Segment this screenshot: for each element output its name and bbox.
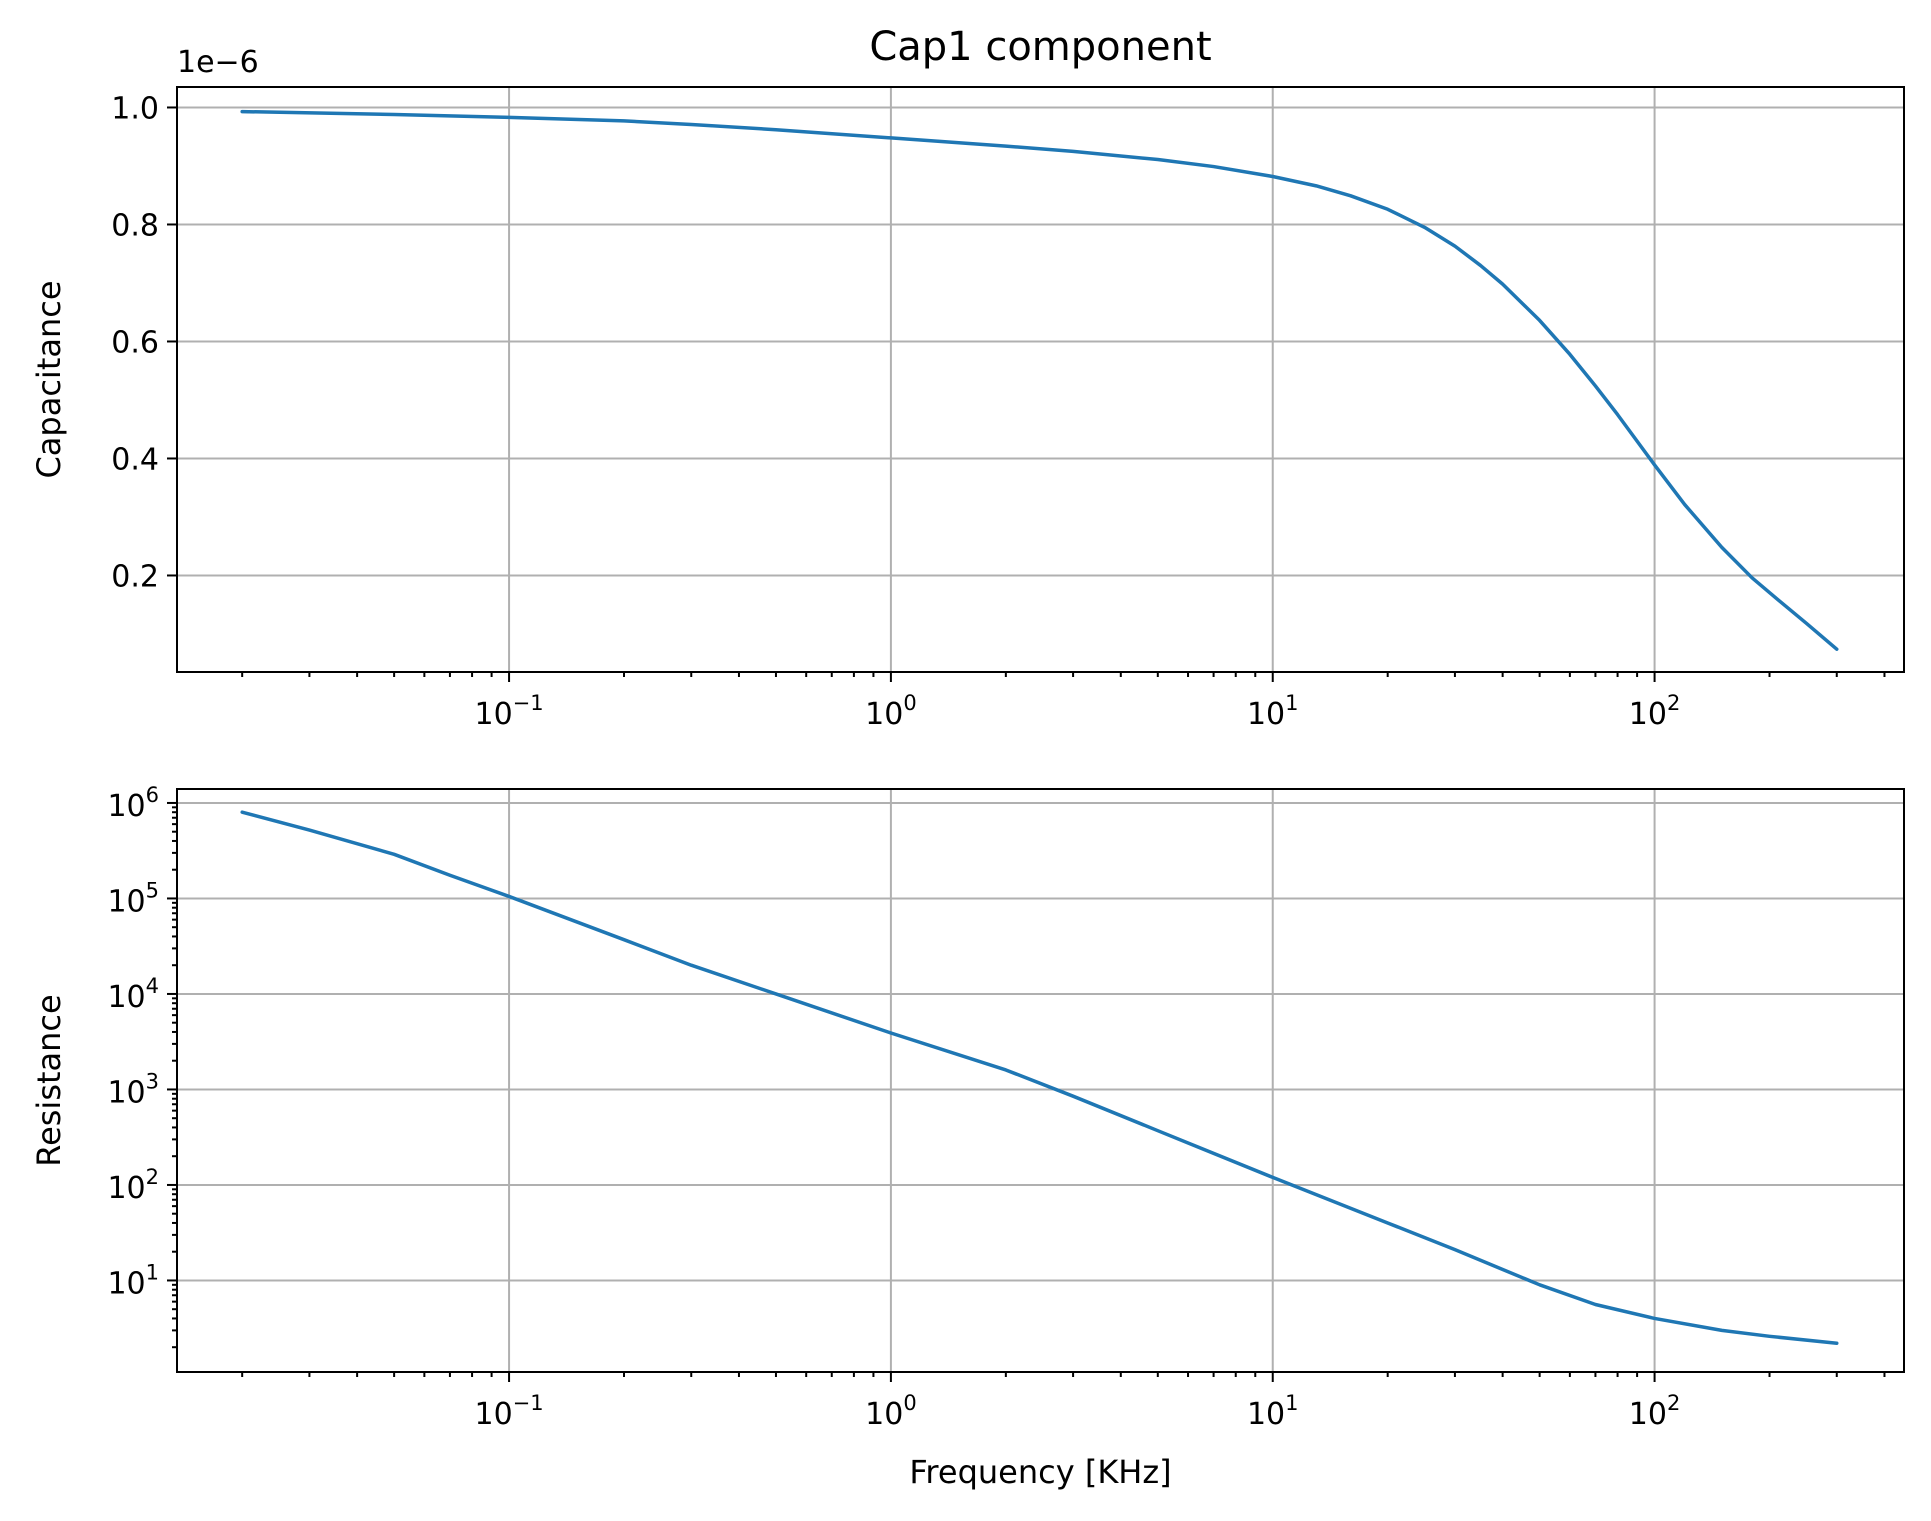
capacitance-x-tick-label: 10−1 [474,691,543,732]
resistance-y-tick-label-base: 10 [107,1171,145,1206]
resistance-y-tick-label-base: 10 [107,789,145,824]
resistance-x-tick-label-exponent: 1 [1285,1391,1298,1415]
resistance-y-tick-label-exponent: 6 [146,783,159,807]
capacitance-y-tick-label: 0.4 [111,442,159,477]
capacitance-ticks [167,106,1886,682]
capacitance-x-tick-label-exponent: 2 [1667,691,1680,715]
capacitance-y-tick-label: 0.6 [111,325,159,360]
resistance-x-tick-label: 100 [865,1391,917,1432]
resistance-y-tick-label-base: 10 [107,980,145,1015]
capacitance-y-axis-label: Capacitance [30,280,68,478]
capacitance-x-tick-label-exponent: 0 [903,691,916,715]
capacitance-y-tick-label: 0.2 [111,559,159,594]
resistance-x-tick-label-exponent: 2 [1667,1391,1680,1415]
capacitance-x-tick-label-base: 10 [474,697,512,732]
capacitance-x-tick-label-exponent: 1 [1285,691,1298,715]
resistance-y-tick-label-exponent: 5 [146,878,159,902]
resistance-axes-frame [176,788,1905,1373]
chart-title: Cap1 component [869,24,1211,70]
resistance-x-tick-label: 101 [1247,1391,1299,1432]
capacitance-grid [177,87,1904,672]
capacitance-x-tick-label-base: 10 [865,697,903,732]
resistance-y-tick-label-exponent: 1 [146,1260,159,1284]
frequency-x-axis-label: Frequency [KHz] [909,1453,1171,1491]
resistance-x-tick-label-base: 10 [1247,1397,1285,1432]
resistance-grid [177,789,1904,1372]
capacitance-y-tick-label: 0.8 [111,208,159,243]
resistance-y-axis-label: Resistance [30,994,68,1166]
capacitance-x-tick-label: 101 [1247,691,1299,732]
capacitance-series-line [240,109,1839,651]
resistance-y-tick-label: 106 [107,783,159,824]
resistance-y-tick-label: 104 [107,974,159,1015]
resistance-y-tick-label-base: 10 [107,884,145,919]
resistance-y-tick-label-exponent: 2 [146,1165,159,1189]
capacitance-offset-label: 1e−6 [177,45,259,80]
resistance-x-tick-label-exponent: 0 [903,1391,916,1415]
resistance-y-tick-label: 102 [107,1165,159,1206]
capacitance-x-tick-label-base: 10 [1247,697,1285,732]
capacitance-x-tick-label: 102 [1629,691,1681,732]
resistance-y-tick-label: 105 [107,878,159,919]
resistance-x-tick-label-base: 10 [1629,1397,1667,1432]
resistance-y-tick-label-exponent: 4 [146,974,159,998]
resistance-y-tick-label: 103 [107,1069,159,1110]
resistance-x-tick-label: 102 [1629,1391,1681,1432]
capacitance-x-tick-label-exponent: −1 [513,691,544,715]
resistance-y-tick-label: 101 [107,1260,159,1301]
capacitance-y-tick-label: 1.0 [111,91,159,126]
capacitance-x-tick-label: 100 [865,691,917,732]
resistance-x-tick-label-exponent: −1 [513,1391,544,1415]
resistance-x-tick-label: 10−1 [474,1391,543,1432]
resistance-y-tick-label-base: 10 [107,1266,145,1301]
capacitance-axes-frame [176,86,1905,673]
resistance-series-line [240,810,1839,1345]
resistance-x-tick-label-base: 10 [865,1397,903,1432]
resistance-y-tick-label-exponent: 3 [146,1069,159,1093]
resistance-y-tick-label-base: 10 [107,1075,145,1110]
capacitance-x-tick-label-base: 10 [1629,697,1667,732]
resistance-x-tick-label-base: 10 [474,1397,512,1432]
